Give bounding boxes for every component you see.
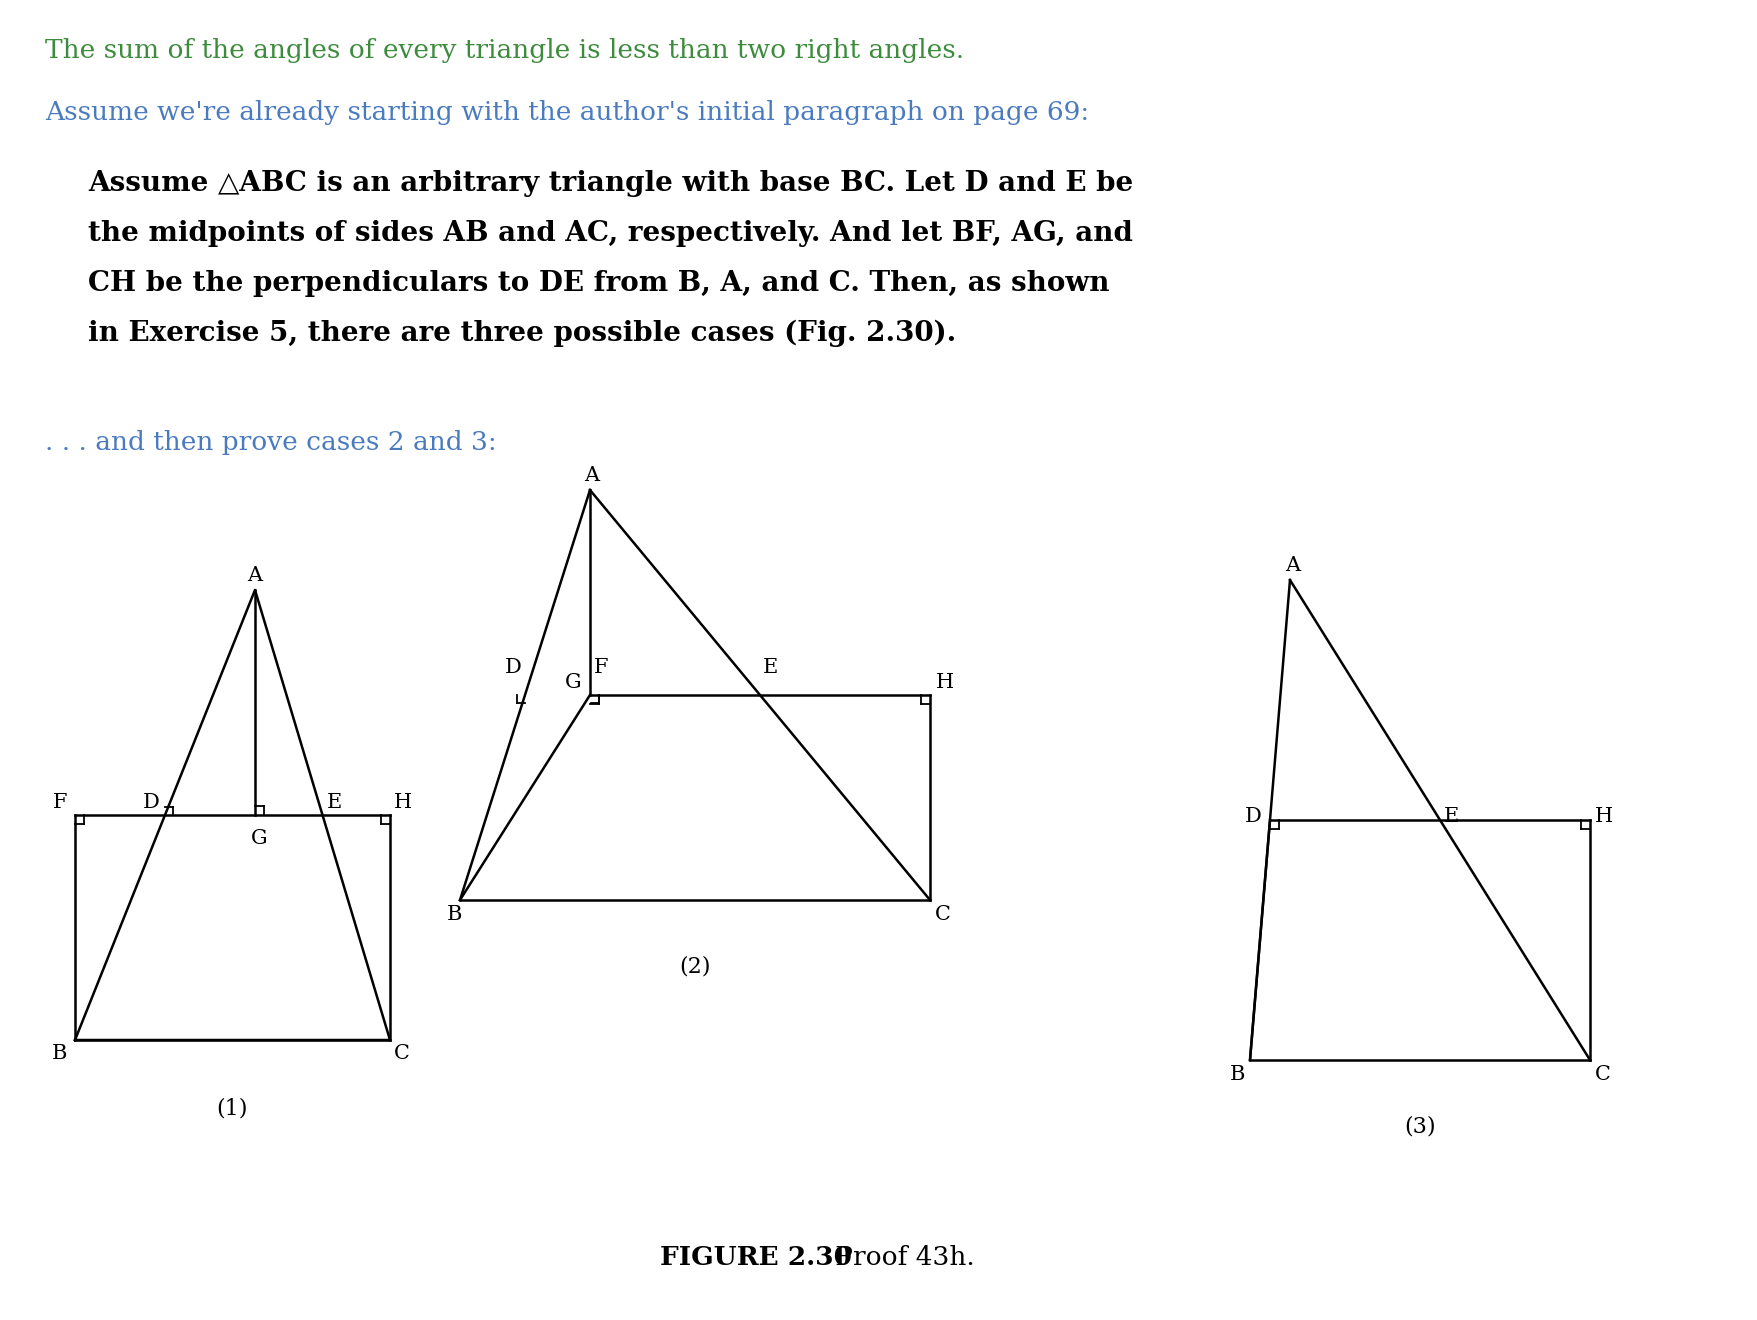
Text: A: A [585, 466, 599, 484]
Text: in Exercise 5, there are three possible cases (Fig. 2.30).: in Exercise 5, there are three possible … [88, 319, 956, 347]
Text: (1): (1) [216, 1098, 248, 1119]
Text: Assume △ABC is an arbitrary triangle with base BC. Let D and E be: Assume △ABC is an arbitrary triangle wit… [88, 170, 1133, 197]
Text: H: H [1595, 808, 1613, 826]
Text: E: E [1444, 808, 1460, 826]
Text: D: D [1246, 808, 1262, 826]
Text: B: B [448, 906, 462, 924]
Text: E: E [327, 793, 343, 812]
Text: E: E [763, 657, 778, 677]
Text: CH be the perpendiculars to DE from B, A, and C. Then, as shown: CH be the perpendiculars to DE from B, A… [88, 271, 1109, 297]
Text: (2): (2) [680, 954, 712, 977]
Text: D: D [504, 657, 522, 677]
Text: Proof 43h.: Proof 43h. [810, 1245, 975, 1270]
Text: F: F [53, 793, 67, 812]
Text: FIGURE 2.30: FIGURE 2.30 [661, 1245, 852, 1270]
Text: (3): (3) [1404, 1115, 1435, 1137]
Text: A: A [248, 566, 262, 585]
Text: the midpoints of sides AB and AC, respectively. And let BF, AG, and: the midpoints of sides AB and AC, respec… [88, 220, 1133, 247]
Text: H: H [936, 673, 954, 692]
Text: G: G [566, 673, 582, 692]
Text: The sum of the angles of every triangle is less than two right angles.: The sum of the angles of every triangle … [46, 38, 965, 63]
Text: F: F [594, 657, 608, 677]
Text: B: B [51, 1044, 67, 1063]
Text: C: C [394, 1044, 409, 1063]
Text: D: D [142, 793, 160, 812]
Text: . . . and then prove cases 2 and 3:: . . . and then prove cases 2 and 3: [46, 430, 497, 455]
Text: C: C [1595, 1065, 1611, 1084]
Text: Assume we're already starting with the author's initial paragraph on page 69:: Assume we're already starting with the a… [46, 100, 1089, 125]
Text: H: H [394, 793, 413, 812]
Text: C: C [935, 906, 951, 924]
Text: A: A [1286, 556, 1300, 576]
Text: G: G [251, 829, 267, 847]
Text: B: B [1230, 1065, 1246, 1084]
